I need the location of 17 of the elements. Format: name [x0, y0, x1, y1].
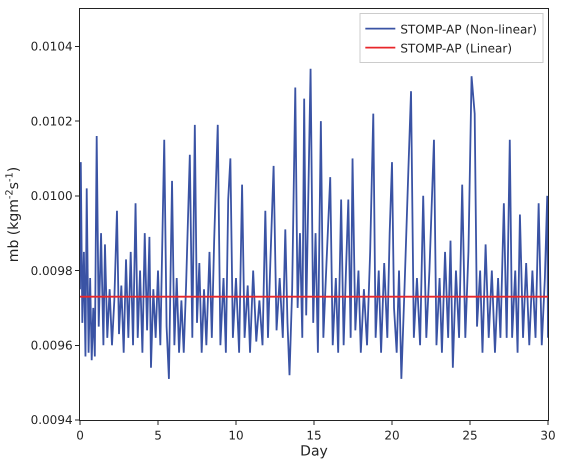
legend-label: STOMP-AP (Linear) [400, 41, 512, 56]
y-tick-label: 0.0102 [30, 114, 73, 128]
x-tick-label: 25 [462, 428, 478, 442]
y-tick-label: 0.0100 [30, 189, 73, 204]
line-series [80, 68, 548, 380]
legend-label: STOMP-AP (Non-linear) [400, 22, 537, 36]
x-tick-label: 5 [154, 428, 162, 442]
x-axis-title: Day [300, 444, 328, 460]
y-tick-label: 0.0096 [30, 338, 73, 352]
y-tick-label: 0.0098 [30, 264, 73, 278]
x-tick-label: 20 [384, 428, 400, 442]
y-tick-label: 0.0104 [30, 40, 73, 54]
x-tick-label: 30 [540, 428, 556, 442]
x-tick-label: 10 [228, 428, 244, 442]
x-tick-label: 0 [76, 428, 84, 442]
x-tick-label: 15 [306, 428, 322, 442]
y-tick-label: 0.0094 [30, 413, 73, 428]
